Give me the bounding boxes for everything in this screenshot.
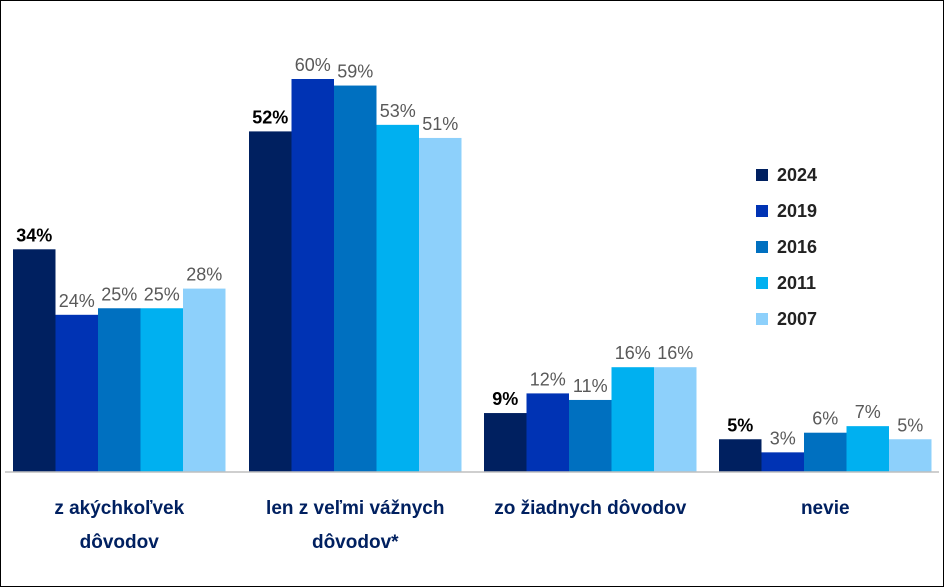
bars-layer (13, 79, 932, 473)
category-label-2-line-1: len z veľmi vážnych (266, 498, 444, 519)
data-label-2007-1: 28% (186, 265, 222, 285)
bar-2019-4 (761, 452, 804, 472)
legend-label-2019: 2019 (777, 201, 817, 221)
data-label-2024-3: 9% (492, 389, 518, 409)
data-label-2011-3: 16% (615, 343, 651, 363)
data-label-2011-4: 7% (855, 402, 881, 422)
category-label-4-line-1: nevie (801, 498, 850, 519)
legend-swatch-2007 (756, 313, 768, 325)
data-label-2011-2: 53% (380, 101, 416, 121)
data-label-2024-2: 52% (252, 107, 288, 127)
legend-label-2016: 2016 (777, 237, 817, 257)
bar-2007-3 (654, 367, 697, 472)
bar-2024-4 (719, 439, 762, 472)
data-label-2024-4: 5% (727, 415, 753, 435)
bar-2007-4 (889, 439, 932, 472)
bar-2024-3 (484, 413, 527, 472)
data-label-2019-2: 60% (295, 55, 331, 75)
bar-2011-4 (846, 426, 889, 472)
bar-2016-3 (569, 399, 612, 472)
category-labels-layer: z akýchkoľvek dôvodov len z veľmi vážnych d… (54, 498, 849, 553)
bar-2019-2 (291, 79, 334, 472)
bar-2019-3 (526, 393, 569, 472)
legend-swatch-2024 (756, 169, 768, 181)
legend-swatch-2019 (756, 205, 768, 217)
bar-2024-2 (249, 131, 292, 472)
data-label-2024-1: 34% (16, 225, 52, 245)
bar-2016-1 (98, 308, 141, 472)
data-label-2019-1: 24% (59, 291, 95, 311)
data-label-2007-4: 5% (897, 415, 923, 435)
bar-2007-1 (183, 288, 226, 472)
legend-label-2024: 2024 (777, 165, 817, 185)
data-label-2016-1: 25% (101, 284, 137, 304)
value-labels-layer: 34% 24% 25% 25% 28% 52% 60% 59% 53% 51% 9% 12% 11% 16… (16, 55, 923, 448)
data-label-2019-4: 3% (770, 428, 796, 448)
category-label-1-line-1: z akýchkoľvek (54, 498, 184, 519)
data-label-2019-3: 12% (530, 369, 566, 389)
data-label-2016-2: 59% (337, 62, 373, 82)
data-label-2016-4: 6% (812, 409, 838, 429)
legend-label-2011: 2011 (777, 273, 816, 293)
data-label-2007-2: 51% (422, 114, 458, 134)
legend: 2024 2019 2016 2011 2007 (756, 165, 817, 329)
legend-swatch-2011 (756, 277, 768, 289)
bar-2016-4 (804, 432, 847, 472)
bar-2007-2 (419, 137, 462, 472)
data-label-2011-1: 25% (144, 284, 180, 304)
bar-2011-3 (611, 367, 654, 472)
data-label-2016-3: 11% (573, 376, 608, 396)
bar-2019-1 (55, 314, 98, 472)
legend-swatch-2016 (756, 241, 768, 253)
data-label-2007-3: 16% (657, 343, 693, 363)
bar-2011-2 (376, 124, 419, 472)
bar-2016-2 (334, 85, 377, 473)
category-label-3-line-1: zo žiadnych dôvodov (494, 498, 687, 519)
bar-2011-1 (140, 308, 183, 472)
bar-2024-1 (13, 249, 56, 472)
legend-label-2007: 2007 (777, 309, 817, 329)
category-label-1-line-2: dôvodov (80, 532, 160, 553)
category-label-2-line-2: dôvodov* (312, 532, 399, 553)
